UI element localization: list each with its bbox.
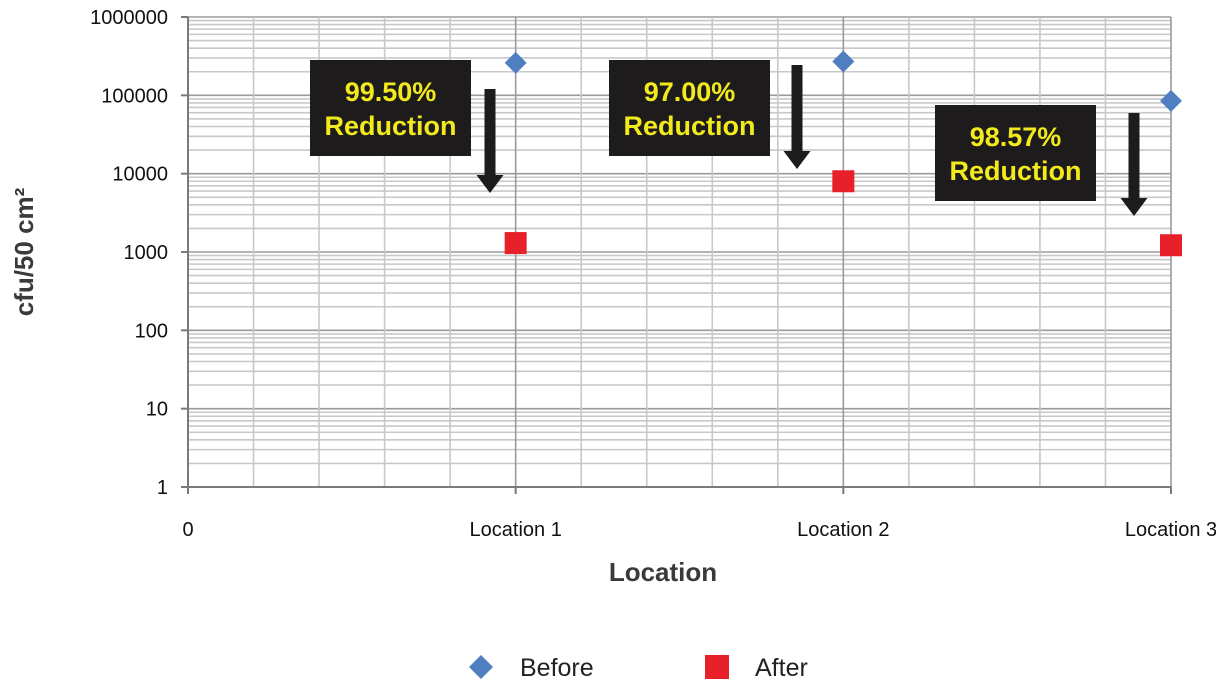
reduction-label: Reduction [624, 111, 756, 141]
reduction-callouts: 99.50% Reduction 97.00% Reduction 98.57% Redu… [310, 60, 1148, 216]
reduction-percent: 99.50% [345, 77, 437, 107]
axes [181, 16, 1172, 494]
legend-item: After [705, 654, 808, 682]
y-tick-labels: 1 10 100 1000 10000 100000 1000000 [90, 7, 168, 499]
x-axis-title: Location [609, 557, 717, 587]
x-tick-labels: 0 Location 1 Location 2 Location 3 [182, 519, 1216, 541]
y-tick-label: 10000 [112, 164, 168, 186]
reduction-callout: 97.00% Reduction [609, 60, 811, 169]
callout-box [609, 60, 770, 156]
y-tick-label: 1000000 [90, 7, 168, 29]
down-arrow-shaft [791, 65, 803, 151]
down-arrow-head [783, 151, 811, 169]
legend-item: Before [469, 654, 594, 682]
after-point [832, 170, 855, 193]
y-tick-label: 100 [135, 320, 168, 342]
before-point [504, 51, 527, 74]
reduction-percent: 97.00% [644, 77, 736, 107]
reduction-callout: 98.57% Reduction [935, 105, 1148, 216]
x-tick-label: 0 [182, 519, 193, 541]
y-axis-title: cfu/50 cm² [9, 187, 39, 316]
callout-box [310, 60, 471, 156]
down-arrow-head [476, 175, 504, 193]
y-tick-label: 1000 [124, 242, 169, 264]
after-point [504, 232, 527, 255]
reduction-percent: 98.57% [970, 122, 1062, 152]
legend: Before After [469, 654, 808, 682]
reduction-callout: 99.50% Reduction [310, 60, 504, 193]
y-tick-label: 100000 [101, 85, 168, 107]
x-tick-label: Location 2 [797, 519, 889, 541]
legend-diamond-marker [469, 655, 493, 679]
before-point [832, 50, 855, 73]
x-tick-label: Location 3 [1125, 519, 1216, 541]
down-arrow-shaft [484, 89, 496, 175]
x-tick-label: Location 1 [470, 519, 562, 541]
down-arrow-head [1120, 198, 1148, 216]
callout-box [935, 105, 1096, 201]
before-point [1160, 89, 1182, 112]
y-tick-label: 1 [157, 477, 168, 499]
legend-square-marker [705, 655, 729, 679]
legend-label: Before [520, 654, 594, 682]
data-points [504, 50, 1182, 257]
down-arrow-shaft [1128, 113, 1140, 198]
legend-label: After [755, 654, 808, 682]
reduction-label: Reduction [950, 156, 1082, 186]
reduction-label: Reduction [325, 111, 457, 141]
y-tick-label: 10 [146, 399, 168, 421]
after-point [1160, 234, 1182, 257]
